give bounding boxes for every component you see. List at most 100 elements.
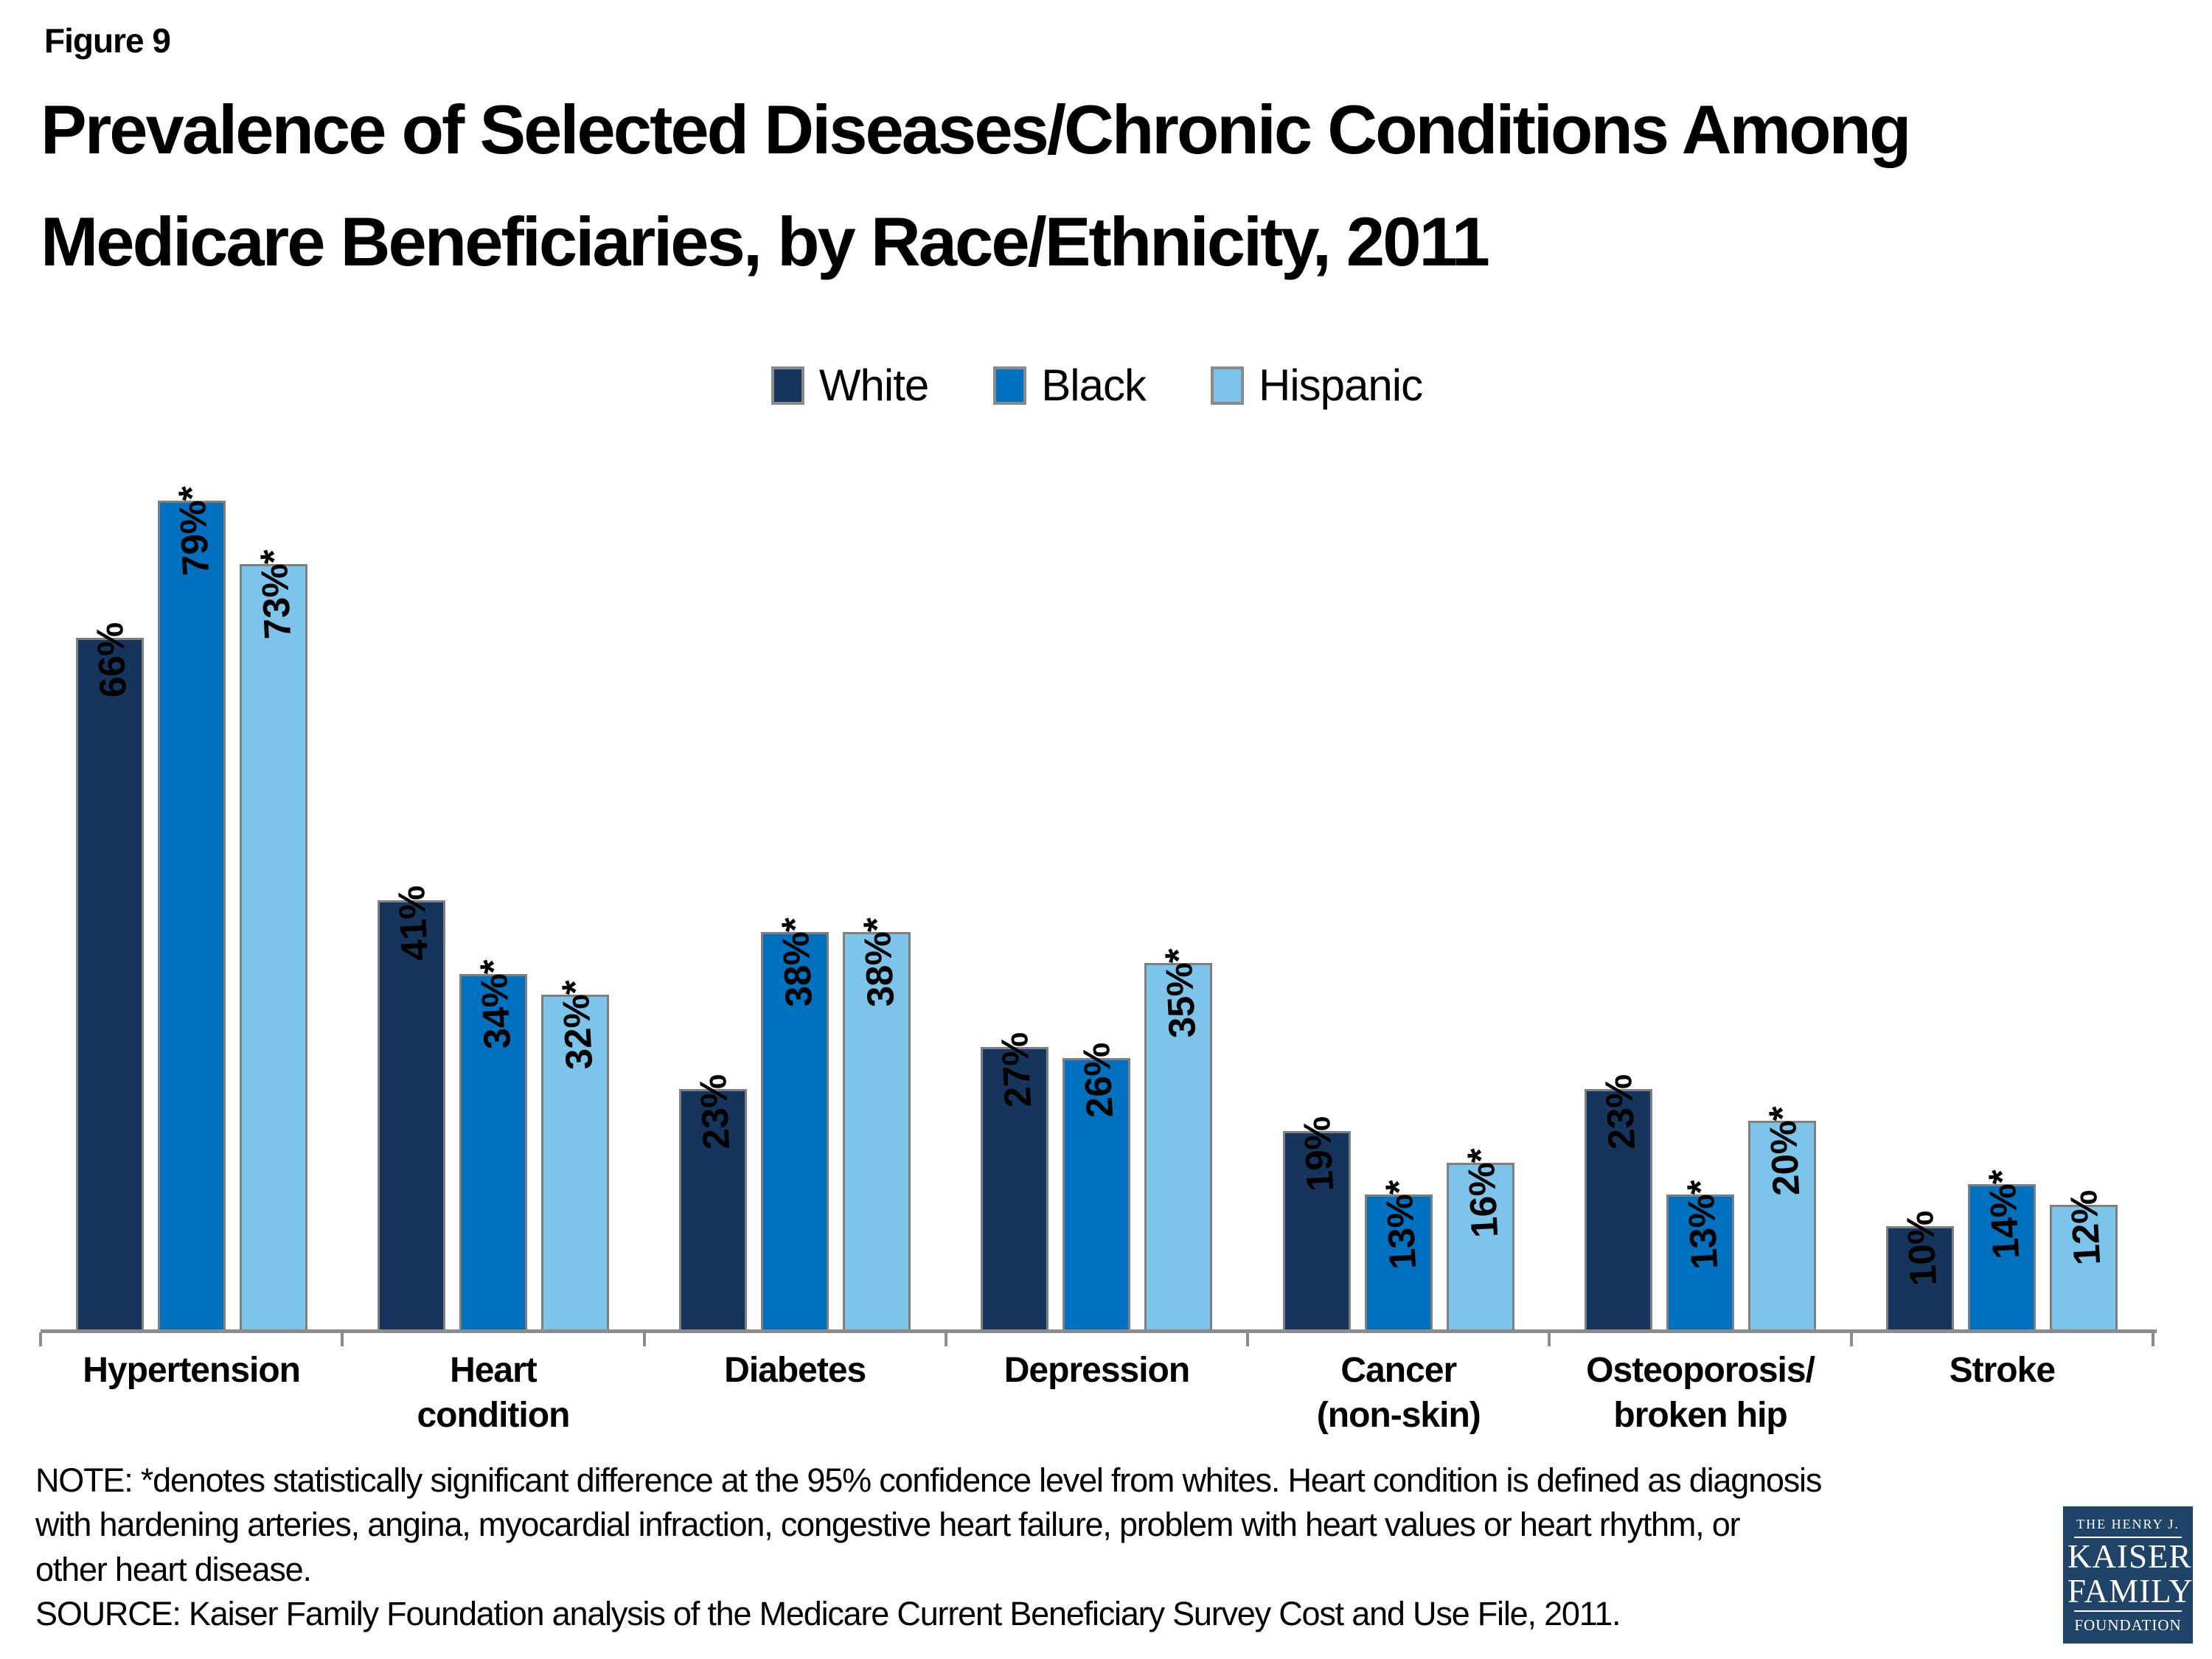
bar-black-4	[1364, 1194, 1433, 1331]
figure-label: Figure 9	[44, 21, 171, 60]
bar-column: 13%*	[1364, 490, 1433, 1331]
bar-column: 38%*	[761, 490, 830, 1331]
bar-value-label: 27%	[993, 1031, 1040, 1109]
bar-column: 19%	[1282, 490, 1351, 1331]
legend-label-hispanic: Hispanic	[1258, 361, 1423, 410]
bar-column: 27%	[981, 490, 1049, 1331]
bar-column: 32%*	[540, 490, 609, 1331]
legend-item-black: Black	[993, 360, 1147, 411]
bar-column: 38%*	[843, 490, 911, 1331]
category-label: Heart condition	[417, 1351, 570, 1436]
category-label: Cancer (non-skin)	[1316, 1351, 1481, 1436]
bar-value-label: 38%*	[855, 916, 902, 1008]
bar-group-3: 27% 26% 35%*	[946, 490, 1248, 1331]
bar-hispanic-4	[1446, 1163, 1514, 1331]
legend-swatch-hispanic	[1210, 366, 1244, 405]
bar-column: 41%	[377, 490, 445, 1331]
bar-value-label: 35%*	[1157, 947, 1204, 1040]
bar-black-1	[459, 973, 527, 1331]
bar-value-label: 38%*	[773, 916, 821, 1008]
legend-item-white: White	[771, 360, 929, 411]
legend-label-white: White	[818, 361, 929, 410]
axis-tick	[2152, 1332, 2154, 1346]
bar-hispanic-6	[2050, 1205, 2118, 1331]
legend-item-hispanic: Hispanic	[1210, 360, 1423, 411]
chart-title-line1: Prevalence of Selected Diseases/Chronic …	[41, 91, 1911, 168]
axis-tick	[944, 1332, 947, 1346]
bar-white-0	[75, 637, 144, 1331]
bar-value-label: 34%*	[471, 958, 519, 1050]
category-label: Hypertension	[83, 1351, 301, 1390]
bar-column: 10%	[1886, 490, 1955, 1331]
logo-divider-top	[2074, 1537, 2182, 1539]
category-label: Depression	[1004, 1351, 1190, 1390]
bar-hispanic-3	[1144, 963, 1213, 1331]
bar-column: 14%*	[1968, 490, 2037, 1331]
bar-value-label: 13%*	[1377, 1178, 1425, 1271]
legend: White Black Hispanic	[41, 360, 2153, 411]
notes-block: NOTE: *denotes statistically significant…	[35, 1458, 2056, 1636]
bar-column: 73%*	[239, 490, 307, 1331]
bar-group-6: 10% 14%* 12%	[1851, 490, 2153, 1331]
bar-black-5	[1666, 1194, 1735, 1331]
bar-value-label: 16%*	[1458, 1147, 1506, 1239]
bar-group-4: 19% 13%* 16%*	[1248, 490, 1549, 1331]
axis-tick	[1246, 1332, 1250, 1346]
bar-group-0: 66% 79%* 73%*	[41, 485, 342, 1331]
bar-value-label: 32%*	[553, 978, 601, 1071]
note-line-1: NOTE: *denotes statistically significant…	[35, 1461, 1822, 1499]
bar-value-label: 41%	[389, 884, 437, 962]
axis-tick	[1849, 1332, 1853, 1346]
bar-column: 16%*	[1446, 490, 1514, 1331]
bar-white-1	[377, 900, 445, 1331]
bar-column: 23%	[1585, 490, 1653, 1331]
bar-hispanic-1	[540, 995, 609, 1331]
logo-text-kaiser: KAISER	[2067, 1538, 2192, 1576]
plot-groups: 66% 79%* 73%* 41% 34%* 32%* 23% 38%* 38%* 27% 26% 3…	[41, 485, 2153, 1331]
legend-label-black: Black	[1041, 361, 1147, 410]
bar-column: 34%*	[459, 490, 527, 1331]
chart-title: Prevalence of Selected Diseases/Chronic …	[41, 74, 2179, 299]
bar-white-6	[1886, 1225, 1955, 1331]
bar-value-label: 19%	[1295, 1115, 1342, 1193]
bar-value-label: 26%	[1075, 1042, 1121, 1119]
bar-group-5: 23% 13%* 20%*	[1549, 490, 1851, 1331]
bar-group-1: 41% 34%* 32%*	[342, 490, 644, 1331]
bar-hispanic-0	[239, 563, 307, 1331]
bar-white-2	[679, 1089, 748, 1331]
bar-value-label: 20%*	[1761, 1105, 1808, 1197]
category-label: Diabetes	[724, 1351, 866, 1390]
bar-value-label: 23%	[1597, 1073, 1644, 1151]
note-line-2: with hardening arteries, angina, myocard…	[35, 1506, 1741, 1544]
bar-hispanic-2	[843, 931, 911, 1331]
bar-value-label: 79%*	[170, 484, 217, 577]
legend-swatch-white	[771, 366, 804, 405]
bar-group-2: 23% 38%* 38%*	[644, 490, 946, 1331]
category-labels: Hypertension Heart condition Diabetes Depre…	[41, 1348, 2153, 1439]
bar-white-4	[1282, 1131, 1351, 1331]
bar-white-3	[981, 1047, 1049, 1331]
bar-value-label: 73%*	[251, 548, 299, 641]
axis-tick	[642, 1332, 646, 1346]
bar-white-5	[1585, 1089, 1653, 1331]
bar-black-3	[1062, 1057, 1131, 1331]
bar-column: 79%*	[157, 485, 226, 1331]
bar-value-label: 10%	[1899, 1210, 1945, 1287]
bar-column: 35%*	[1144, 490, 1213, 1331]
axis-tick	[39, 1332, 42, 1346]
bar-value-label: 12%	[2062, 1189, 2109, 1267]
legend-swatch-black	[993, 366, 1027, 405]
logo-text-family: FAMILY	[2067, 1573, 2194, 1610]
bar-black-0	[157, 501, 226, 1331]
source-line: SOURCE: Kaiser Family Foundation analysi…	[35, 1594, 1621, 1632]
bar-black-6	[1968, 1183, 2037, 1331]
bar-column: 26%	[1062, 490, 1131, 1331]
category-label: Osteoporosis/ broken hip	[1586, 1351, 1815, 1436]
bar-black-2	[761, 931, 830, 1331]
bar-hispanic-5	[1748, 1121, 1817, 1331]
bar-column: 13%*	[1666, 490, 1735, 1331]
bar-column: 20%*	[1748, 490, 1817, 1331]
bar-value-label: 14%*	[1980, 1168, 2028, 1260]
x-axis-line	[41, 1329, 2157, 1333]
axis-tick	[1548, 1332, 1551, 1346]
